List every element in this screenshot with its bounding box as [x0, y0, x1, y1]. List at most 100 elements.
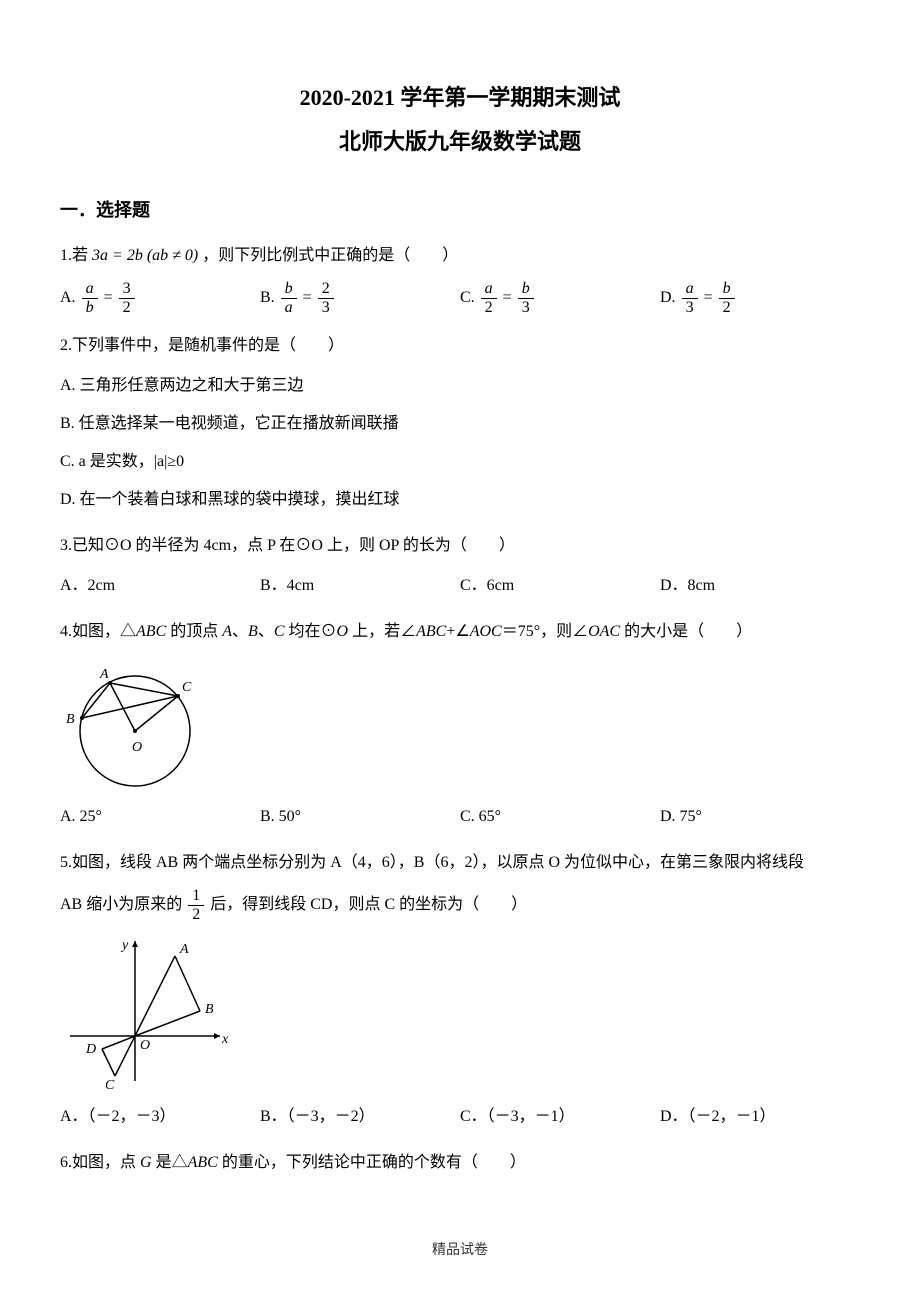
frac-den: 2 [188, 906, 204, 924]
q1-opt-c: C. a2 = b3 [460, 280, 660, 316]
q3-opt-c: C．6cm [460, 570, 660, 602]
t: 后，得到线段 CD，则点 C 的坐标为（ ） [210, 896, 527, 913]
frac-den: 3 [682, 299, 698, 317]
t: ＝75°，则∠ [502, 623, 588, 640]
q2-opt-d: D. 在一个装着白球和黑球的袋中摸球，摸出红球 [60, 484, 860, 516]
t: 上，若∠ [348, 623, 416, 640]
q2-opt-b: B. 任意选择某一电视频道，它正在播放新闻联播 [60, 408, 860, 440]
section-heading: 一．选择题 [60, 196, 860, 222]
q1-a-label: A. [60, 289, 80, 306]
q5-opt-c: C．（－3，－1） [460, 1101, 660, 1133]
frac-den: 2 [119, 299, 135, 317]
q3-opt-b: B．4cm [260, 570, 460, 602]
q3-options: A．2cm B．4cm C．6cm D．8cm [60, 570, 860, 602]
t: +∠ [446, 623, 469, 640]
main-title-1: 2020-2021 学年第一学期期末测试 [60, 80, 860, 112]
q1-cond: (ab ≠ 0) [147, 247, 198, 264]
question-5: 5.如图，线段 AB 两个端点坐标分别为 A（4，6），B（6，2），以原点 O… [60, 847, 860, 1133]
q1-opt-d: D. a3 = b2 [660, 280, 860, 316]
t: 的大小是（ ） [620, 623, 752, 640]
q1-prefix: 1.若 [60, 247, 88, 264]
t: C [274, 623, 285, 640]
q1-b-label: B. [260, 289, 279, 306]
svg-text:x: x [221, 1032, 229, 1047]
t: 、 [232, 623, 248, 640]
coordinate-diagram: A B C D Ox y [60, 931, 230, 1091]
frac-num: 1 [188, 887, 204, 906]
t: A [222, 623, 232, 640]
q4-opt-b: B. 50° [260, 801, 460, 833]
q4-text: 4.如图，△ABC 的顶点 A、B、C 均在⊙O 上，若∠ABC+∠AOC＝75… [60, 616, 860, 648]
q5-opt-a: A．（－2，－3） [60, 1101, 260, 1133]
svg-text:B: B [205, 1002, 214, 1017]
q5-text-l1: 5.如图，线段 AB 两个端点坐标分别为 A（4，6），B（6，2），以原点 O… [60, 847, 860, 879]
t: 4.如图，△ [60, 623, 136, 640]
eq: = [503, 289, 516, 306]
frac-num: a [682, 280, 698, 299]
t: 均在⊙ [285, 623, 337, 640]
q6-text: 6.如图，点 G 是△ABC 的重心，下列结论中正确的个数有（ ） [60, 1147, 860, 1179]
t: G [140, 1154, 152, 1171]
frac-den: 2 [481, 299, 497, 317]
eq: = [104, 289, 117, 306]
q4-options: A. 25° B. 50° C. 65° D. 75° [60, 801, 860, 833]
q2-text: 2.下列事件中，是随机事件的是（ ） [60, 330, 860, 362]
t: 6.如图，点 [60, 1154, 140, 1171]
q1-c-label: C. [460, 289, 479, 306]
question-1: 1.若 3a = 2b (ab ≠ 0) ，则下列比例式中正确的是（ ） A. … [60, 240, 860, 316]
q5-opt-b: B．（－3，－2） [260, 1101, 460, 1133]
q5-text-l2: AB 缩小为原来的 12 后，得到线段 CD，则点 C 的坐标为（ ） [60, 887, 860, 923]
t: B [248, 623, 258, 640]
frac-den: 3 [518, 299, 534, 317]
svg-text:A: A [179, 942, 189, 957]
main-title-2: 北师大版九年级数学试题 [60, 124, 860, 156]
svg-text:D: D [85, 1042, 96, 1057]
q4-opt-c: C. 65° [460, 801, 660, 833]
q5-options: A．（－2，－3） B．（－3，－2） C．（－3，－1） D．（－2，－1） [60, 1101, 860, 1133]
t: 是△ [152, 1154, 188, 1171]
q1-expr: 3a = 2b [92, 247, 143, 264]
q1-d-label: D. [660, 289, 680, 306]
t: AOC [470, 623, 502, 640]
t: ABC [136, 623, 166, 640]
page-footer: 精品试卷 [60, 1239, 860, 1259]
question-6: 6.如图，点 G 是△ABC 的重心，下列结论中正确的个数有（ ） [60, 1147, 860, 1179]
question-3: 3.已知⊙O 的半径为 4cm，点 P 在⊙O 上，则 OP 的长为（ ） A．… [60, 530, 860, 602]
frac-den: 2 [719, 299, 735, 317]
t: O [337, 623, 349, 640]
frac-num: a [481, 280, 497, 299]
t: OAC [588, 623, 620, 640]
q4-figure: ABCO [60, 656, 860, 791]
svg-text:C: C [105, 1078, 115, 1091]
t: ABC [188, 1154, 218, 1171]
svg-text:A: A [99, 667, 109, 682]
circle-diagram: ABCO [60, 656, 210, 791]
q1-opt-b: B. ba = 23 [260, 280, 460, 316]
q5-opt-d: D．（－2，－1） [660, 1101, 860, 1133]
frac-num: b [719, 280, 735, 299]
q4-opt-d: D. 75° [660, 801, 860, 833]
eq: = [704, 289, 717, 306]
q3-opt-d: D．8cm [660, 570, 860, 602]
q2-opt-a: A. 三角形任意两边之和大于第三边 [60, 370, 860, 402]
question-4: 4.如图，△ABC 的顶点 A、B、C 均在⊙O 上，若∠ABC+∠AOC＝75… [60, 616, 860, 833]
frac-den: b [82, 299, 98, 317]
svg-text:y: y [120, 938, 129, 953]
t: ABC [416, 623, 446, 640]
q4-opt-a: A. 25° [60, 801, 260, 833]
q1-options: A. ab = 32 B. ba = 23 C. a2 = b3 D. a3 =… [60, 280, 860, 316]
svg-text:O: O [140, 1038, 150, 1053]
t: 的重心，下列结论中正确的个数有（ ） [218, 1154, 526, 1171]
frac-num: b [281, 280, 297, 299]
t: 的顶点 [166, 623, 222, 640]
q5-figure: A B C D Ox y [60, 931, 860, 1091]
frac-num: b [518, 280, 534, 299]
q1-opt-a: A. ab = 32 [60, 280, 260, 316]
q2-opt-c: C. a 是实数，|a|≥0 [60, 446, 860, 478]
t: AB 缩小为原来的 [60, 896, 182, 913]
frac-num: a [82, 280, 98, 299]
t: 、 [258, 623, 274, 640]
frac-den: 3 [318, 299, 334, 317]
eq: = [303, 289, 316, 306]
svg-text:O: O [132, 740, 142, 755]
